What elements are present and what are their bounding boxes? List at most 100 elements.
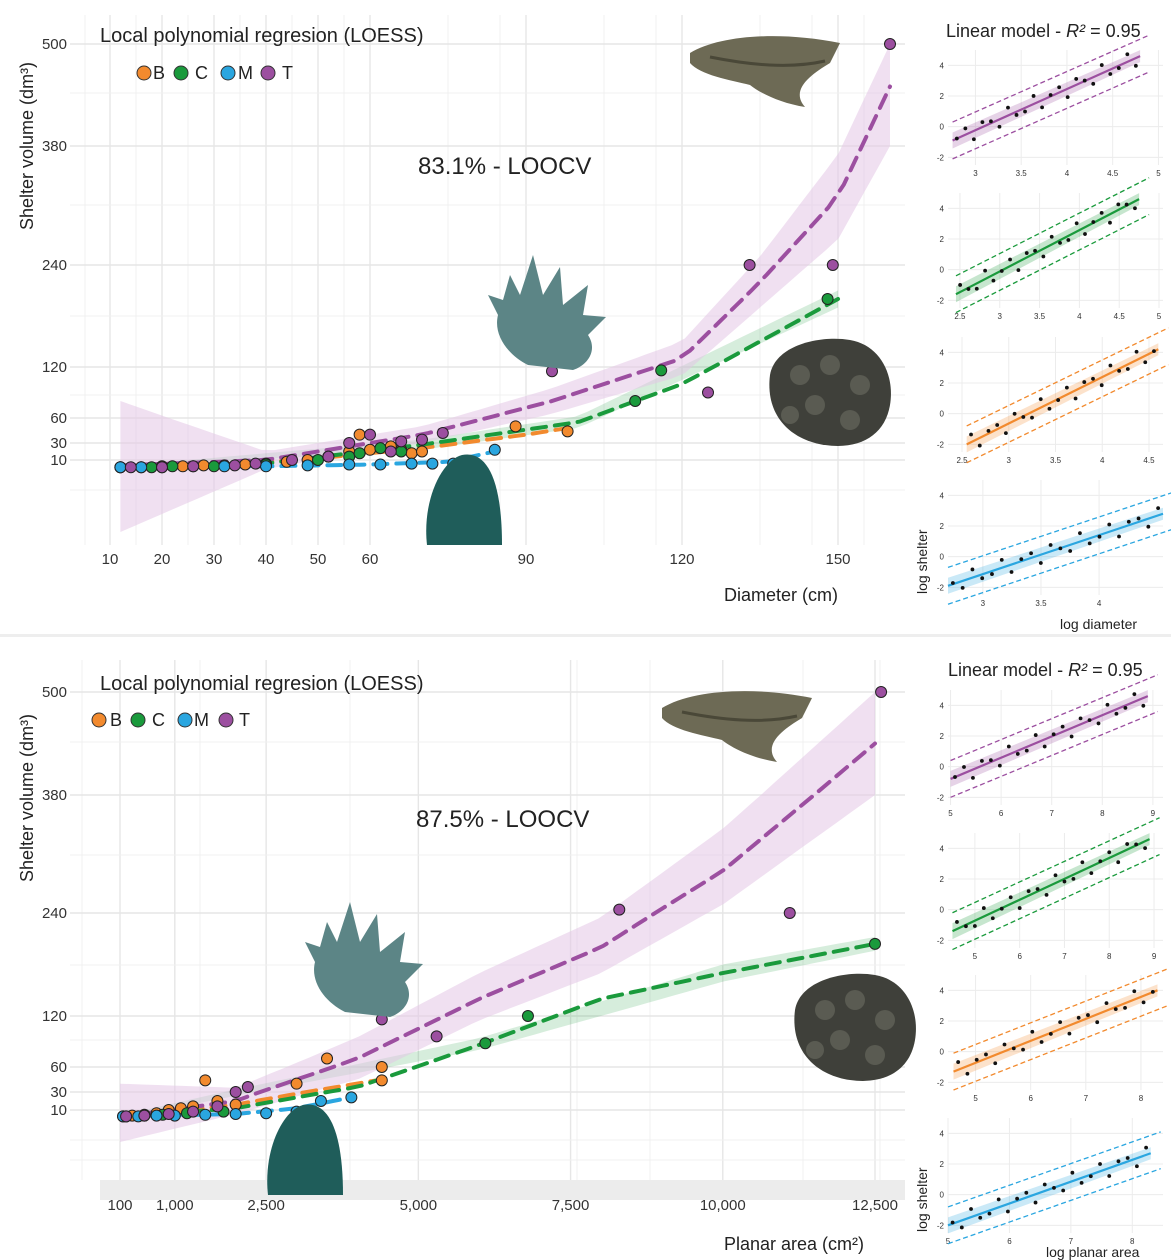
lm-data-point bbox=[954, 136, 959, 141]
lm-data-point bbox=[1053, 873, 1058, 878]
lm-panel-b: 2.5 3 3.5 4 4.5 -2 0 2 4 bbox=[937, 327, 1169, 465]
lm-fit-line bbox=[953, 989, 1158, 1073]
lm-y-tick-label: 2 bbox=[940, 1160, 945, 1169]
data-point-m bbox=[260, 460, 272, 473]
lm-data-point bbox=[1058, 240, 1062, 245]
lm-data-point bbox=[1123, 705, 1128, 710]
lm-y-tick-label: 0 bbox=[940, 553, 945, 562]
lm-data-point bbox=[1076, 1015, 1081, 1020]
lm-data-point bbox=[1156, 506, 1161, 511]
lm-data-point bbox=[1116, 202, 1121, 207]
data-point-b bbox=[197, 459, 210, 472]
lm-data-point bbox=[1017, 906, 1022, 910]
lm-y-tick-label: -2 bbox=[937, 153, 945, 162]
lm-data-point bbox=[978, 1215, 983, 1220]
lm-x-tick-label: 9 bbox=[1152, 952, 1157, 961]
lm-data-point bbox=[1107, 1174, 1112, 1178]
lm-data-point bbox=[1078, 531, 1082, 536]
data-point-t bbox=[783, 907, 796, 919]
y-tick-label: 60 bbox=[50, 1059, 67, 1076]
lm-data-point bbox=[1058, 1020, 1063, 1025]
x-tick-label: 30 bbox=[206, 551, 223, 568]
lm-y-tick-label: 4 bbox=[940, 986, 945, 995]
data-point-t bbox=[187, 1105, 200, 1118]
lm-data-point bbox=[1074, 77, 1079, 81]
lm-data-point bbox=[1026, 889, 1031, 894]
lm-data-point bbox=[997, 124, 1002, 129]
bottom-title: Local polynomial regresion (LOESS) bbox=[100, 673, 424, 695]
lm-data-point bbox=[1134, 1164, 1139, 1169]
data-point-m bbox=[260, 1107, 273, 1120]
lm-panel-m: 3 3.5 4 -2 0 2 4 bbox=[937, 480, 1171, 608]
massive-coral-image bbox=[769, 338, 891, 446]
lm-data-point bbox=[959, 1225, 964, 1230]
top-x-ticks: 10 20 30 40 50 60 90 120 150 bbox=[102, 551, 851, 568]
lm-data-point bbox=[1074, 221, 1079, 226]
lm-panel-background bbox=[948, 975, 1163, 1090]
lm-y-tick-label: 0 bbox=[940, 1048, 945, 1057]
data-point-c bbox=[521, 1010, 534, 1022]
lm-y-tick-label: 4 bbox=[940, 204, 945, 213]
data-point-b bbox=[405, 447, 418, 460]
lm-title-text: Linear model - bbox=[948, 660, 1068, 680]
x-tick-label: 20 bbox=[154, 551, 171, 568]
data-point-t bbox=[211, 1100, 224, 1113]
data-point-t bbox=[743, 259, 756, 271]
lm-data-point bbox=[960, 586, 965, 590]
lm-y-tick-label: -2 bbox=[937, 1221, 945, 1230]
lm-data-point bbox=[1126, 519, 1131, 524]
bottom-x-ticks: 100 1,000 2,500 5,000 7,500 10,000 12,500 bbox=[107, 1197, 897, 1214]
data-point-t bbox=[187, 460, 200, 473]
lm-x-tick-label: 4 bbox=[1077, 312, 1082, 321]
y-tick-label: 30 bbox=[50, 435, 67, 452]
lm-data-point bbox=[1097, 534, 1102, 539]
lm-data-point bbox=[1108, 72, 1113, 76]
bottom-panel: 100 1,000 2,500 5,000 7,500 10,000 12,500 1030… bbox=[17, 660, 1168, 1260]
lm-y-tick-label: 4 bbox=[940, 844, 945, 853]
lm-prediction-upper bbox=[950, 674, 1159, 762]
legend-t-label: T bbox=[239, 710, 250, 730]
lm-data-point bbox=[1038, 397, 1043, 402]
lm-panel-b: 5 6 7 8 -2 0 2 4 bbox=[937, 968, 1168, 1103]
lm-x-tick-label: 8 bbox=[1130, 1237, 1135, 1246]
lm-data-point bbox=[962, 765, 966, 769]
lm-x-tick-label: 3.5 bbox=[1034, 312, 1046, 321]
data-point-t bbox=[613, 903, 626, 916]
lm-data-point bbox=[971, 137, 976, 142]
data-point-t bbox=[124, 461, 137, 474]
lm-x-tick-label: 3 bbox=[981, 599, 986, 608]
lm-data-point bbox=[953, 775, 957, 779]
lm-panel-background bbox=[948, 480, 1163, 595]
lm-fit-line bbox=[955, 198, 1140, 296]
lm-fit-line bbox=[950, 695, 1149, 780]
lm-r2-value: = 0.95 bbox=[1087, 660, 1143, 680]
data-point-m bbox=[199, 1108, 212, 1121]
lm-panel-c: 2.5 3 3.5 4 4.5 5 -2 0 2 4 bbox=[937, 177, 1163, 321]
lm-data-point bbox=[1082, 78, 1087, 83]
lm-data-point bbox=[999, 906, 1004, 911]
lm-data-point bbox=[1107, 850, 1112, 855]
lm-x-tick-label: 7 bbox=[1069, 1237, 1074, 1246]
lm-data-point bbox=[1098, 1162, 1102, 1166]
legend-b-swatch bbox=[91, 712, 107, 728]
x-tick-label: 100 bbox=[107, 1197, 132, 1214]
lm-data-point bbox=[969, 1207, 973, 1211]
lm-data-point bbox=[1123, 1005, 1127, 1010]
lm-y-tick-label: 2 bbox=[940, 235, 945, 244]
lm-data-point bbox=[1099, 63, 1104, 67]
lm-data-point bbox=[1132, 989, 1137, 994]
data-point-m bbox=[301, 459, 314, 472]
lm-data-point bbox=[1058, 546, 1063, 551]
data-point-c bbox=[655, 364, 668, 377]
lm-y-tick-label: -2 bbox=[937, 440, 945, 449]
lm-data-point bbox=[1023, 109, 1027, 114]
lm-data-point bbox=[1051, 732, 1056, 737]
lm-x-tick-label: 5 bbox=[973, 1094, 978, 1103]
lm-y-tick-label: 4 bbox=[940, 491, 945, 500]
data-point-m bbox=[150, 1109, 163, 1122]
lm-data-point bbox=[955, 920, 959, 924]
data-point-t bbox=[702, 386, 714, 399]
lm-data-point bbox=[980, 120, 985, 125]
